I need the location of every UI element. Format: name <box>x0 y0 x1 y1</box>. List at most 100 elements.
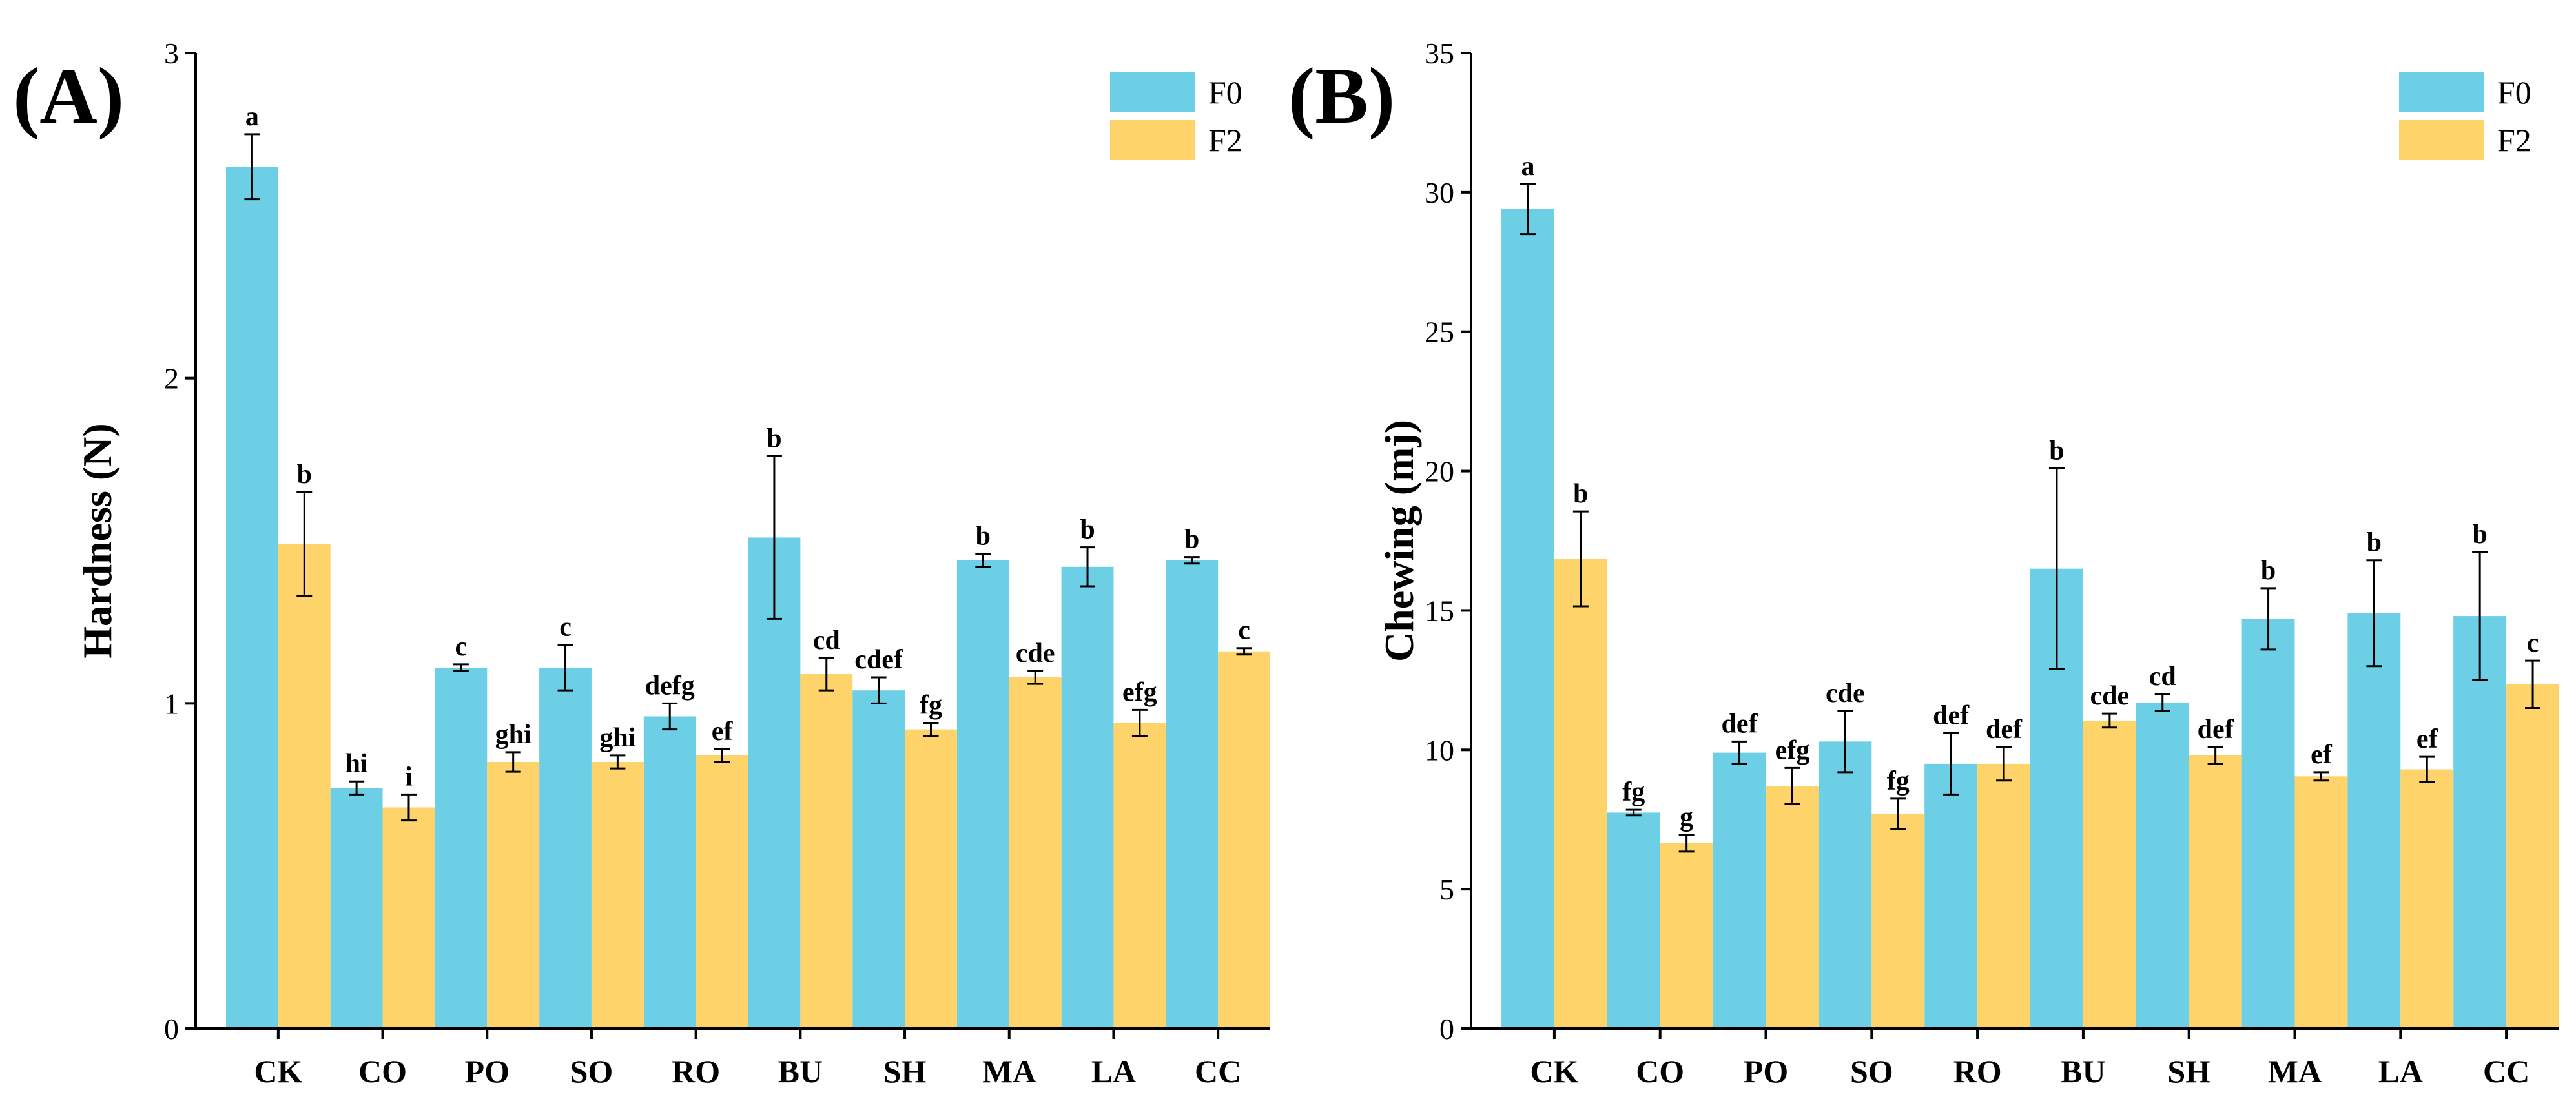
significance-label: b <box>1080 515 1095 545</box>
bar-f2 <box>591 761 644 1029</box>
significance-label: def <box>1933 701 1970 730</box>
y-axis-title: Hardness (N) <box>74 423 120 658</box>
significance-label: b <box>2472 520 2487 549</box>
bar-f2 <box>278 544 331 1029</box>
x-tick-label: SO <box>570 1053 613 1089</box>
x-tick-label: BU <box>778 1053 823 1089</box>
y-tick-label: 25 <box>1425 316 1454 349</box>
significance-label: c <box>1238 616 1250 646</box>
y-tick-label: 15 <box>1425 594 1454 627</box>
y-tick-label: 0 <box>1439 1012 1454 1045</box>
bar-f2 <box>1871 814 1925 1029</box>
significance-label: efg <box>1775 735 1810 765</box>
legend-label-f2: F2 <box>1208 122 1242 158</box>
bar-f2 <box>1218 651 1270 1029</box>
significance-label: c <box>455 632 467 662</box>
x-tick-label: SH <box>2167 1053 2210 1089</box>
y-axis-title: Chewing (mj) <box>1376 420 1422 662</box>
bar-f2 <box>487 761 540 1029</box>
significance-label: def <box>1986 715 2023 744</box>
bar-f0 <box>435 667 488 1029</box>
bar-f0 <box>643 716 696 1029</box>
significance-label: cde <box>1016 639 1055 668</box>
x-tick-label: CO <box>1636 1053 1684 1089</box>
bar-f0 <box>1713 752 1766 1029</box>
bar-f0 <box>2453 616 2507 1029</box>
significance-label: ghi <box>599 723 635 753</box>
bar-f0 <box>1501 209 1554 1029</box>
chart-hardness: a hi c c defg b cdef b b b b i ghi ghi ef cd fg cde efg c 0 1… <box>13 37 1270 1089</box>
y-tick-label: 3 <box>164 37 179 70</box>
bar-f2 <box>800 674 853 1029</box>
legend-swatch-f2 <box>2399 120 2484 160</box>
significance-label: b <box>297 460 312 489</box>
significance-label: fg <box>1887 766 1910 796</box>
legend-swatch-f2 <box>1110 120 1195 160</box>
significance-label: cde <box>1826 679 1865 708</box>
significance-label: def <box>2198 715 2234 744</box>
legend-label-f0: F0 <box>2497 74 2531 110</box>
y-tick-label: 1 <box>164 687 179 720</box>
x-tick-label: BU <box>2061 1053 2105 1089</box>
bar-f2 <box>2294 776 2348 1029</box>
x-tick-label: SO <box>1850 1053 1893 1089</box>
bar-f2 <box>2189 755 2242 1029</box>
x-tick-label: RO <box>672 1053 720 1089</box>
panel-label: (B) <box>1288 52 1395 140</box>
x-tick-label: PO <box>1744 1053 1788 1089</box>
bar-f0 <box>1061 566 1114 1029</box>
significance-label: b <box>1184 525 1199 555</box>
bar-f0 <box>1819 741 1872 1029</box>
bar-f0 <box>852 690 905 1029</box>
bar-f0 <box>1607 812 1660 1029</box>
legend-swatch-f0 <box>1110 72 1195 112</box>
y-tick-label: 10 <box>1425 734 1454 766</box>
significance-label: cde <box>2090 681 2130 711</box>
significance-label: ef <box>2311 740 2333 770</box>
significance-label: ef <box>712 717 734 746</box>
x-tick-label: MA <box>2268 1053 2322 1089</box>
significance-label: cdef <box>854 645 903 675</box>
significance-label: i <box>405 762 413 792</box>
x-tick-label: CC <box>2483 1053 2530 1089</box>
bar-f2 <box>1660 843 1713 1029</box>
x-tick-label: CK <box>254 1053 302 1089</box>
bar-f2 <box>382 807 435 1029</box>
bar-f0 <box>2347 613 2401 1029</box>
significance-label: c <box>2527 628 2539 658</box>
y-tick-label: 30 <box>1425 176 1454 209</box>
x-tick-label: MA <box>982 1053 1036 1089</box>
x-tick-label: LA <box>1091 1053 1136 1089</box>
y-tick-label: 0 <box>164 1012 179 1045</box>
significance-label: fg <box>1622 777 1645 807</box>
bar-f2 <box>1554 559 1607 1029</box>
y-tick-label: 5 <box>1439 873 1454 906</box>
bar-f2 <box>905 729 957 1029</box>
significance-label: b <box>976 522 991 551</box>
significance-label: cd <box>813 626 840 655</box>
y-tick-label: 35 <box>1425 37 1454 70</box>
bar-f0 <box>956 560 1009 1029</box>
x-tick-label: CO <box>358 1053 407 1089</box>
significance-label: ghi <box>495 720 531 750</box>
significance-label: b <box>2261 556 2276 586</box>
bar-f2 <box>1113 723 1166 1029</box>
bar-f2 <box>1766 786 1819 1029</box>
bar-f0 <box>226 167 278 1029</box>
bar-f2 <box>2083 720 2136 1029</box>
significance-label: g <box>1680 803 1693 832</box>
legend-swatch-f0 <box>2399 72 2484 112</box>
bar-f2 <box>1009 677 1062 1029</box>
x-tick-label: SH <box>883 1053 927 1089</box>
bar-f0 <box>1924 763 1978 1029</box>
significance-label: efg <box>1122 677 1157 707</box>
significance-label: b <box>2049 436 2064 466</box>
significance-label: c <box>559 613 572 642</box>
significance-label: def <box>1722 709 1758 739</box>
significance-label: fg <box>920 691 942 721</box>
significance-label: b <box>2367 528 2382 558</box>
panel-label: (A) <box>13 52 124 140</box>
significance-label: defg <box>645 671 695 701</box>
bar-f0 <box>1166 560 1219 1029</box>
x-tick-label: PO <box>465 1053 510 1089</box>
